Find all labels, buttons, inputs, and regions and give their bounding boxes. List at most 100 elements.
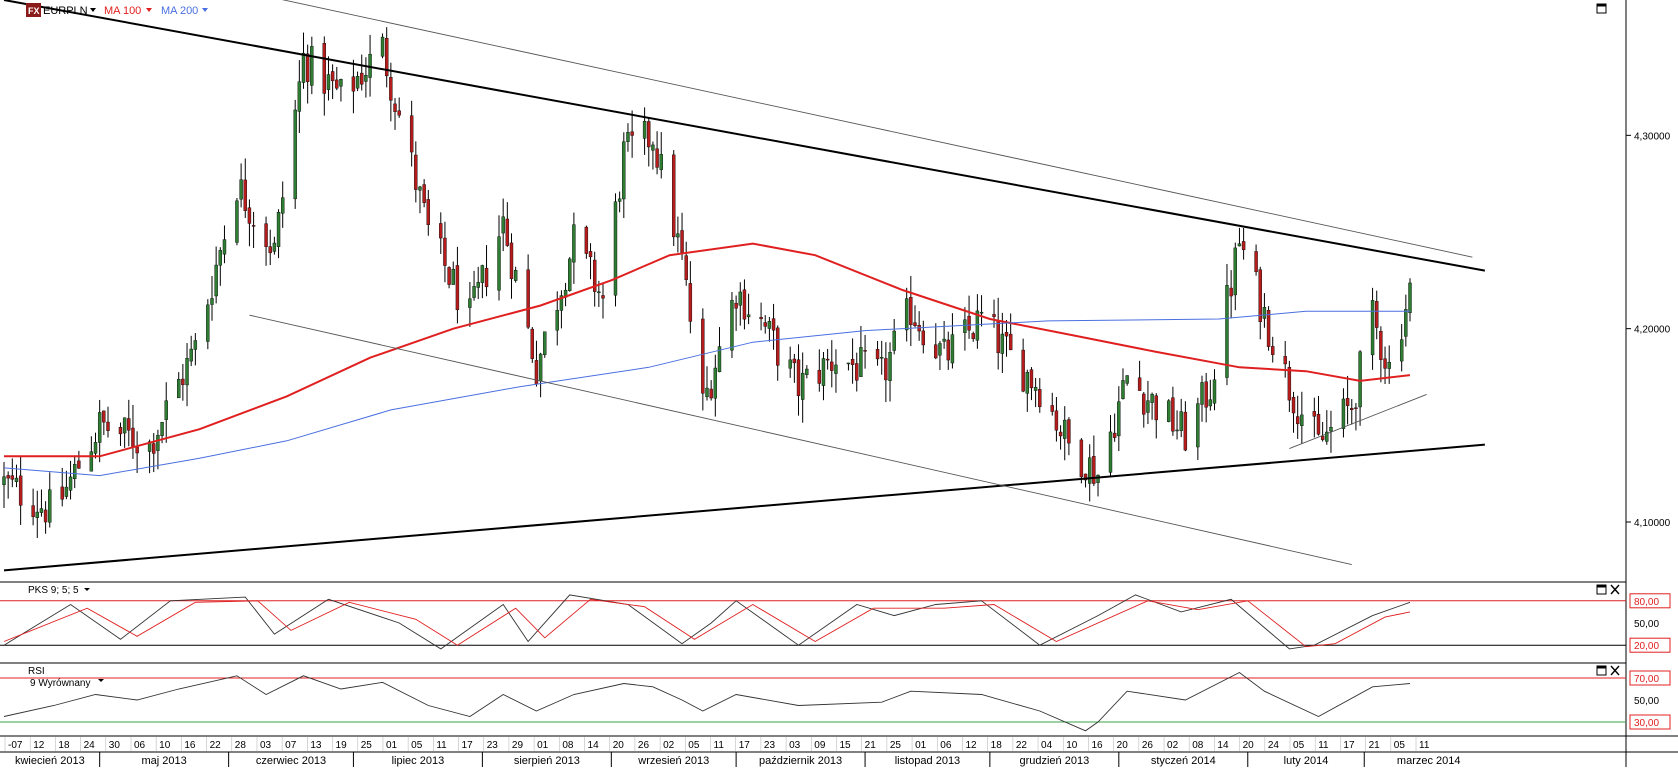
- candle-bear: [996, 320, 1000, 354]
- candle-bull: [1179, 411, 1183, 431]
- candle-bear: [592, 259, 597, 292]
- pks-label[interactable]: PKS 9; 5; 5: [28, 585, 79, 596]
- maximize-rsi-icon[interactable]: [1596, 665, 1607, 676]
- candle-bear: [1079, 439, 1084, 478]
- candle-bear: [967, 315, 971, 331]
- month-label: listopad 2013: [895, 755, 960, 767]
- rsi-dropdown-icon[interactable]: [98, 679, 104, 682]
- date-tick-label: 14: [588, 740, 600, 751]
- candle-bull: [1063, 419, 1067, 439]
- candle-bull: [834, 364, 838, 374]
- candle-bull: [326, 74, 331, 90]
- candle-bull: [206, 304, 210, 342]
- candle-bear: [1320, 435, 1325, 440]
- trendline-thick: [3, 443, 1485, 572]
- date-tick-label: 26: [1142, 740, 1154, 751]
- candle-bull: [904, 298, 909, 331]
- date-tick-label: 17: [739, 740, 751, 751]
- date-tick-label: 23: [764, 740, 776, 751]
- candle-bear: [351, 76, 356, 92]
- month-label: luty 2014: [1284, 755, 1329, 767]
- ma100-label[interactable]: MA 100: [104, 5, 141, 17]
- candle-bear: [18, 475, 23, 506]
- candle-bull: [97, 412, 102, 443]
- maximize-price-icon[interactable]: [1596, 3, 1607, 14]
- symbol-dropdown-icon[interactable]: [90, 8, 96, 12]
- maximize-pks-icon[interactable]: [1596, 584, 1607, 595]
- candle-bull: [501, 216, 505, 234]
- candle-bear: [1029, 369, 1034, 389]
- date-tick-label: 12: [965, 740, 977, 751]
- candle-bear: [526, 269, 530, 328]
- date-tick-label: 11: [436, 740, 447, 751]
- pks-tick-label: 50,00: [1634, 619, 1659, 630]
- date-tick-label: 06: [940, 740, 952, 751]
- candle-bear: [509, 242, 514, 279]
- candle-bear: [322, 43, 327, 94]
- date-tick-label: 18: [991, 740, 1003, 751]
- candle-bear: [60, 486, 64, 500]
- date-tick-label: 30: [109, 740, 121, 751]
- candle-bear: [1183, 411, 1188, 451]
- date-tick-label: 02: [1167, 740, 1179, 751]
- date-tick-label: -07: [8, 740, 23, 751]
- candle-bull: [472, 286, 476, 298]
- candle-bear: [655, 148, 659, 168]
- candle-bear: [584, 226, 589, 254]
- candle-bear: [1004, 332, 1009, 337]
- candle-bear: [863, 350, 867, 352]
- pks-tick-label: 20,00: [1634, 641, 1659, 652]
- candle-bear: [1204, 381, 1208, 408]
- close-rsi-icon[interactable]: [1610, 665, 1620, 676]
- candle-bull: [1150, 393, 1154, 403]
- candle-bear: [397, 110, 401, 116]
- month-label: wrzesień 2013: [637, 755, 709, 767]
- candle-bull: [572, 224, 576, 263]
- date-tick-label: 01: [386, 740, 398, 751]
- date-tick-label: 03: [260, 740, 272, 751]
- candle-bull: [1329, 427, 1333, 432]
- candle-bull: [975, 310, 980, 341]
- ma200-label[interactable]: MA 200: [161, 5, 198, 17]
- candle-bear: [106, 421, 110, 431]
- candle-bull: [1341, 398, 1346, 429]
- candle-bear: [268, 246, 272, 254]
- candle-bull: [35, 511, 39, 518]
- ma100-dropdown-icon[interactable]: [146, 8, 152, 12]
- candle-bull: [89, 451, 94, 472]
- pks-dropdown-icon[interactable]: [84, 588, 90, 591]
- pks-series-2: [3, 598, 1411, 648]
- candle-bull: [1121, 380, 1125, 399]
- fx-logo-text: FX: [28, 6, 40, 16]
- candle-bear: [127, 418, 131, 431]
- candle-bull: [310, 46, 314, 86]
- ma200-dropdown-icon[interactable]: [202, 8, 208, 12]
- symbol-label[interactable]: EURPLN: [43, 5, 88, 17]
- candle-bull: [497, 236, 501, 291]
- candle-bear: [1379, 330, 1383, 360]
- price-tick-label: 4,20000: [1634, 325, 1671, 336]
- rsi-label[interactable]: RSI: [28, 666, 45, 677]
- candle-bear: [384, 38, 389, 77]
- candle-bear: [414, 154, 418, 190]
- candle-bull: [1300, 414, 1304, 426]
- candle-bull: [1325, 431, 1329, 442]
- close-pks-icon[interactable]: [1610, 584, 1620, 595]
- candle-bear: [10, 475, 15, 480]
- candle-bull: [651, 144, 655, 151]
- month-label: marzec 2014: [1397, 755, 1461, 767]
- candle-bear: [759, 317, 763, 320]
- date-tick-label: 09: [814, 740, 826, 751]
- candle-bear: [1254, 251, 1258, 272]
- candle-bear: [31, 505, 35, 517]
- candle-bear: [1054, 410, 1059, 431]
- candle-bear: [439, 223, 443, 239]
- candle-bear: [601, 295, 605, 299]
- candle-bull: [767, 320, 772, 329]
- price-tick-label: 4,10000: [1634, 518, 1671, 529]
- date-tick-label: 25: [890, 740, 902, 751]
- candle-bull: [513, 270, 518, 281]
- candle-bull: [297, 81, 302, 112]
- candle-bear: [1312, 411, 1317, 417]
- candle-bull: [1358, 351, 1362, 408]
